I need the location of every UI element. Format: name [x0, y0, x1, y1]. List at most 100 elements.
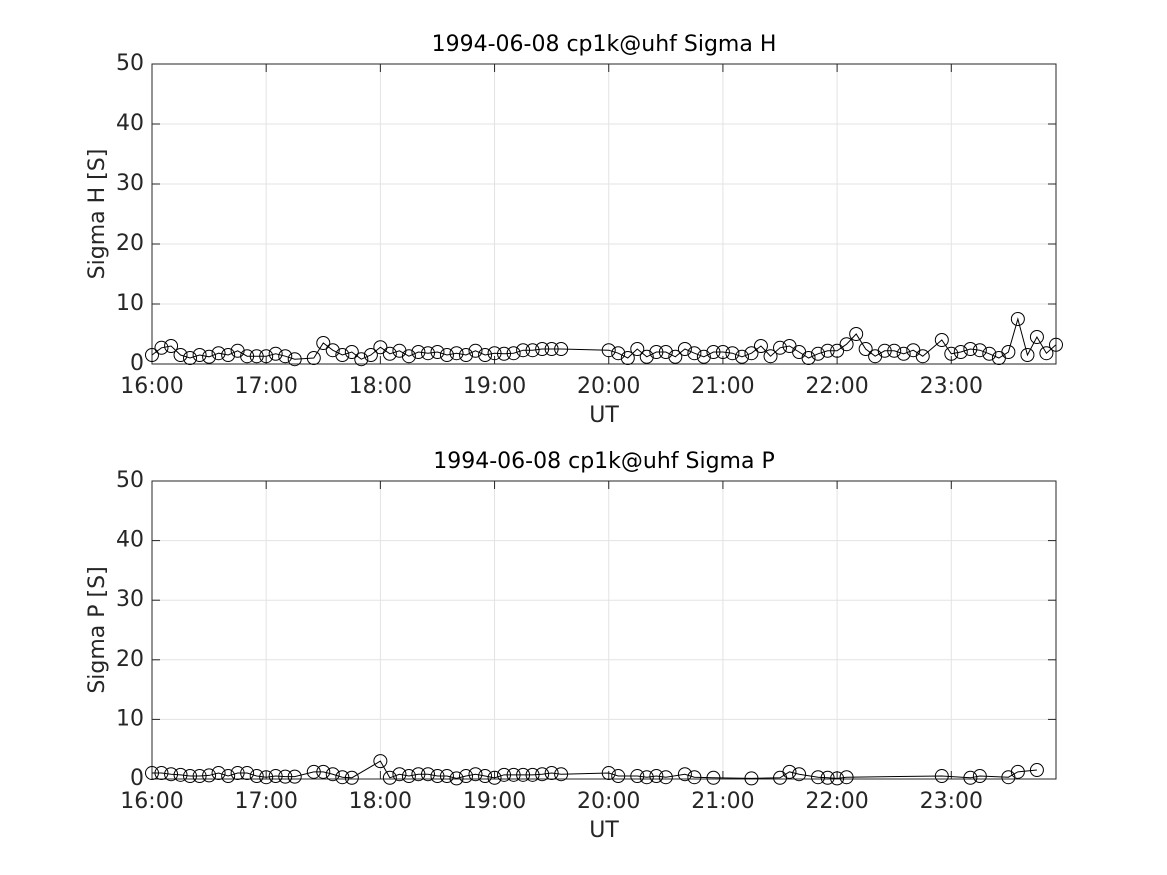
marker — [630, 342, 645, 356]
y-tick-label: 40 — [116, 528, 144, 553]
plot-area — [152, 481, 1056, 779]
marker — [639, 349, 654, 364]
marker — [259, 770, 274, 785]
marker — [887, 343, 902, 358]
y-tick-label: 0 — [130, 351, 144, 376]
marker — [658, 345, 673, 359]
x-tick-label: 23:00 — [920, 789, 983, 814]
marker — [535, 767, 550, 782]
marker — [858, 342, 873, 356]
marker — [278, 349, 293, 364]
y-axis-label: Sigma P [S] — [85, 566, 110, 693]
marker — [316, 336, 331, 350]
marker — [773, 340, 788, 355]
marker — [249, 769, 264, 784]
marker — [202, 349, 217, 364]
marker — [849, 327, 864, 341]
x-tick-label: 20:00 — [577, 374, 640, 399]
chart-title: 1994-06-08 cp1k@uhf Sigma P — [433, 449, 774, 474]
x-tick-label: 17:00 — [234, 789, 297, 814]
marker — [601, 766, 616, 781]
marker — [535, 342, 550, 356]
marker — [230, 766, 245, 781]
x-tick-label: 18:00 — [349, 374, 412, 399]
marker — [1010, 312, 1025, 326]
axes-box — [151, 480, 1057, 780]
marker — [430, 345, 445, 359]
chart-title: 1994-06-08 cp1k@uhf Sigma H — [432, 32, 777, 57]
marker — [506, 346, 521, 361]
marker — [915, 349, 930, 364]
y-tick-label: 30 — [116, 171, 144, 196]
marker — [401, 769, 416, 784]
marker — [420, 767, 435, 782]
marker — [202, 768, 217, 783]
marker — [344, 770, 359, 785]
marker — [1001, 345, 1016, 359]
marker — [620, 351, 635, 365]
marker — [944, 346, 959, 361]
y-tick-label: 50 — [116, 51, 144, 76]
marker — [687, 346, 702, 361]
marker — [934, 769, 949, 784]
x-tick-label: 21:00 — [691, 789, 754, 814]
marker — [811, 346, 826, 361]
marker — [696, 349, 711, 364]
marker — [830, 343, 845, 358]
marker — [487, 770, 502, 785]
marker — [649, 769, 664, 784]
y-tick-label: 10 — [116, 706, 144, 731]
y-tick-label: 30 — [116, 587, 144, 612]
axes: 0 10 20 30 40 50 16:00 17:00 18:00 19:00 20:00 21:0… — [85, 32, 1063, 428]
marker — [982, 346, 997, 361]
marker — [287, 769, 302, 784]
marker — [734, 349, 749, 364]
marker — [820, 343, 835, 358]
x-tick-label: 16:00 — [120, 789, 183, 814]
x-tick-label: 22:00 — [805, 374, 868, 399]
marker — [687, 770, 702, 785]
marker — [630, 769, 645, 784]
y-tick-label: 0 — [130, 766, 144, 791]
marker — [611, 346, 626, 361]
marker — [316, 764, 331, 779]
marker — [439, 769, 454, 784]
marker — [525, 343, 540, 358]
marker — [240, 349, 255, 364]
marker — [972, 769, 987, 784]
x-tick-label: 17:00 — [234, 374, 297, 399]
marker — [963, 770, 978, 785]
marker — [287, 352, 302, 367]
marker — [154, 766, 169, 781]
marker — [478, 769, 493, 784]
marker — [145, 348, 159, 362]
marker — [306, 764, 321, 779]
marker — [677, 342, 692, 356]
marker — [715, 345, 730, 359]
marker — [278, 769, 293, 784]
marker — [221, 769, 236, 784]
marker — [839, 337, 854, 352]
marker — [639, 770, 654, 785]
marker — [497, 346, 512, 361]
marker — [516, 343, 531, 358]
marker — [325, 343, 340, 358]
marker — [544, 766, 559, 781]
marker — [792, 767, 807, 782]
marker — [1010, 764, 1025, 779]
y-tick-label: 20 — [116, 231, 144, 256]
marker — [164, 339, 179, 353]
marker — [525, 767, 540, 782]
marker — [839, 770, 854, 785]
y-axis-label: Sigma H [S] — [85, 149, 110, 280]
marker — [478, 348, 493, 362]
marker — [934, 333, 949, 347]
marker — [506, 767, 521, 782]
marker — [744, 346, 759, 361]
marker — [706, 345, 721, 359]
marker — [468, 767, 483, 782]
marker — [259, 349, 274, 364]
marker — [211, 766, 226, 781]
marker — [335, 770, 350, 785]
marker — [782, 764, 797, 779]
